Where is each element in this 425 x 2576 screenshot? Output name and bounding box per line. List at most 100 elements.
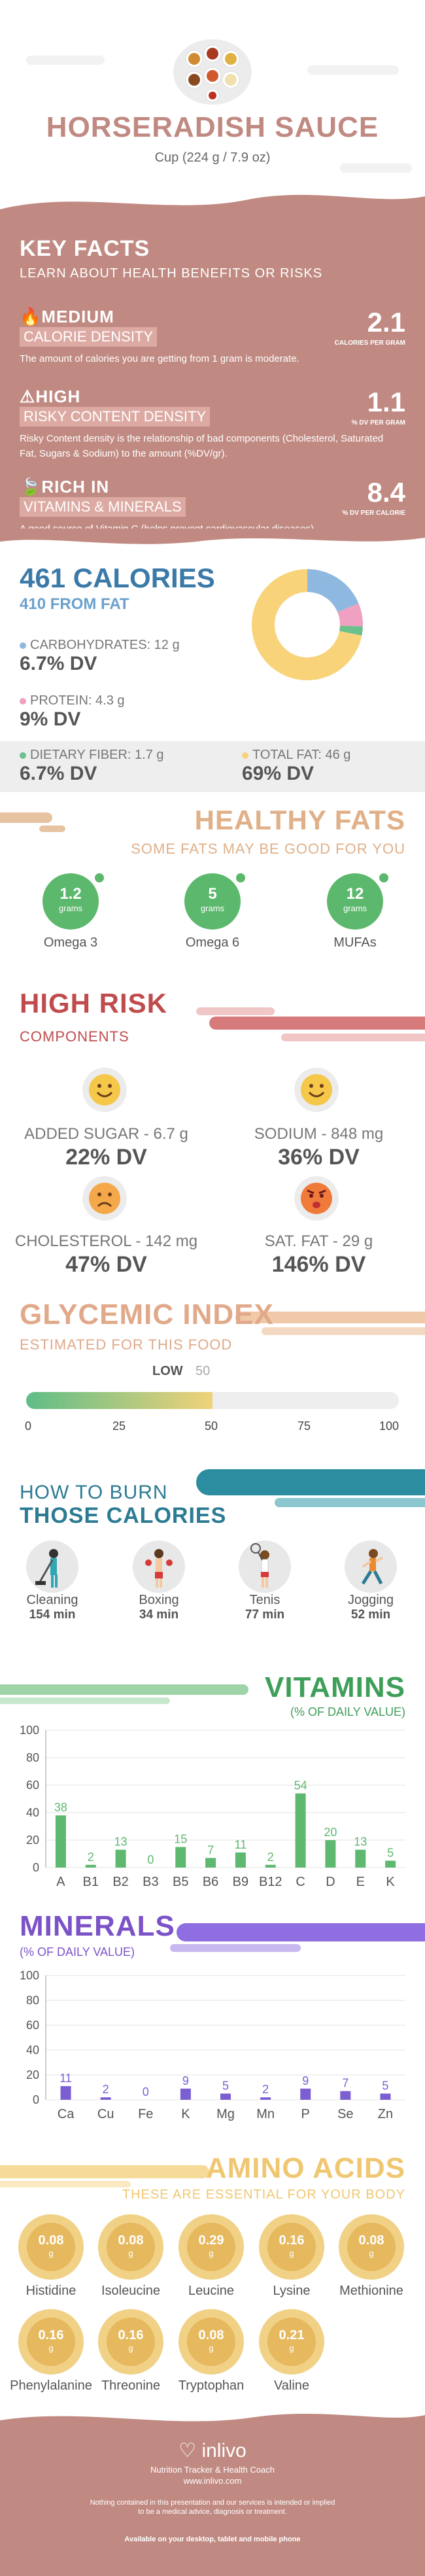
added-sugar-dv: 22% DV bbox=[65, 1145, 147, 1170]
sad-face-icon bbox=[82, 1176, 127, 1221]
cloud-decor bbox=[307, 65, 399, 75]
high-risk-subtitle: COMPONENTS bbox=[20, 1028, 129, 1045]
amino-value: 0.16 bbox=[118, 2328, 144, 2342]
calories-section: 461 CALORIES 410 FROM FAT CARBOHYDRATES:… bbox=[0, 556, 425, 798]
fact-level: MEDIUM bbox=[41, 307, 114, 326]
bar-value-label: 2 bbox=[88, 1851, 94, 1864]
happy-face-icon bbox=[294, 1068, 339, 1112]
calories-from-fat: 410 FROM FAT bbox=[20, 595, 129, 613]
amino-circle: 0.29 g bbox=[178, 2214, 244, 2280]
key-facts-section: KEY FACTS LEARN ABOUT HEALTH BENEFITS OR… bbox=[0, 190, 425, 534]
x-tick-label: K bbox=[181, 2107, 190, 2121]
bar-value-label: 38 bbox=[54, 1801, 67, 1814]
website-link[interactable]: www.inlivo.com bbox=[183, 2476, 242, 2486]
bar-D bbox=[325, 1840, 336, 1868]
protein-stat: PROTEIN: 4.3 g 9% DV bbox=[20, 693, 125, 731]
vitamins-bar-chart: 0 20 40 60 80 100 38 A 2 B1 13 B2 0 B3 15 B5 7 B6 11 B9 2 B12… bbox=[20, 1724, 405, 1889]
gi-tick: 0 bbox=[25, 1419, 32, 1433]
fact-calorie-density: 🔥MEDIUM CALORIE DENSITY 2.1 CALORIES PER… bbox=[20, 307, 405, 367]
stripe-decor bbox=[275, 1498, 425, 1507]
amino-unit: g bbox=[128, 2248, 133, 2258]
bar-value-label: 20 bbox=[324, 1826, 337, 1839]
amino-name: Tryptophan bbox=[178, 2378, 245, 2393]
stripe-decor bbox=[262, 1327, 425, 1335]
key-facts-panel: KEY FACTS LEARN ABOUT HEALTH BENEFITS OR… bbox=[0, 215, 425, 534]
amino-circle: 0.08 g bbox=[178, 2309, 244, 2375]
bar-B2 bbox=[115, 1849, 126, 1868]
activity-minutes: 77 min bbox=[245, 1608, 285, 1622]
amino-title: AMINO ACIDS bbox=[205, 2152, 405, 2184]
amino-unit: g bbox=[48, 2343, 54, 2353]
bar-value-label: 7 bbox=[207, 1843, 214, 1856]
omega6-label: Omega 6 bbox=[185, 935, 240, 950]
activity-cleaning: Cleaning 154 min bbox=[10, 1540, 95, 1622]
tagline: Nutrition Tracker & Health Coach bbox=[150, 2465, 275, 2475]
fact-label: CALORIE DENSITY bbox=[20, 327, 158, 347]
amino-unit: g bbox=[209, 2343, 214, 2353]
gi-tick: 100 bbox=[379, 1419, 400, 1433]
bar-B6 bbox=[205, 1858, 216, 1868]
x-tick-label: K bbox=[386, 1875, 395, 1889]
key-facts-subtitle: LEARN ABOUT HEALTH BENEFITS OR RISKS bbox=[20, 266, 323, 281]
bar-Se bbox=[340, 2091, 351, 2100]
gi-level: LOW bbox=[152, 1364, 183, 1378]
fact-desc: Risky Content density is the relationshi… bbox=[20, 433, 384, 459]
burn-title-2: THOSE CALORIES bbox=[20, 1503, 227, 1528]
activity-minutes: 154 min bbox=[29, 1608, 76, 1622]
x-tick-label: Zn bbox=[378, 2107, 393, 2121]
amino-value: 0.08 bbox=[38, 2233, 64, 2248]
bar-value-label: 13 bbox=[354, 1836, 367, 1849]
bar-value-label: 9 bbox=[182, 2074, 189, 2087]
bar-value-label: 15 bbox=[174, 1833, 187, 1846]
cholesterol-dv: 47% DV bbox=[65, 1252, 147, 1277]
minerals-section: MINERALS (% OF DAILY VALUE) 0 20 40 60 80 100… bbox=[0, 1910, 425, 2132]
fact-unit: % DV PER CALORIE bbox=[342, 510, 405, 517]
high-risk-title: HIGH RISK bbox=[20, 988, 168, 1018]
footer: ♡ inlivo Nutrition Tracker & Health Coac… bbox=[0, 2433, 425, 2576]
brand: ♡ inlivo bbox=[0, 2439, 425, 2462]
donut-slice-fiber bbox=[339, 625, 363, 636]
x-tick-label: P bbox=[301, 2107, 310, 2121]
bar-Mg bbox=[220, 2093, 231, 2100]
bar-Mn bbox=[260, 2097, 271, 2100]
x-tick-label: Cu bbox=[97, 2107, 114, 2121]
fact-level: RICH IN bbox=[41, 477, 110, 496]
protein-dot-icon bbox=[20, 698, 26, 705]
amino-value: 0.21 bbox=[279, 2328, 305, 2342]
fat-unit: grams bbox=[343, 903, 367, 913]
donut-slice-protein bbox=[337, 603, 363, 627]
y-tick-label: 20 bbox=[26, 2068, 39, 2081]
availability-note: Available on your desktop, tablet and mo… bbox=[124, 2535, 301, 2543]
amino-value: 0.16 bbox=[279, 2233, 305, 2248]
bar-K bbox=[385, 1860, 396, 1868]
omega3-label: Omega 3 bbox=[43, 935, 98, 950]
protein-label: PROTEIN: 4.3 g bbox=[30, 693, 125, 708]
amino-unit: g bbox=[209, 2248, 214, 2258]
y-tick-label: 0 bbox=[33, 1861, 39, 1874]
bar-value-label: 13 bbox=[114, 1836, 128, 1849]
sodium-label: SODIUM - 848 mg bbox=[254, 1125, 384, 1143]
fact-label: VITAMINS & MINERALS bbox=[20, 497, 186, 517]
y-tick-label: 80 bbox=[26, 1751, 39, 1764]
amino-value-badge: 0.29 g bbox=[187, 2223, 235, 2271]
sodium-dv: 36% DV bbox=[278, 1145, 360, 1170]
mufas-label: MUFAs bbox=[333, 935, 377, 950]
cloud-decor bbox=[340, 164, 412, 173]
bar-B9 bbox=[235, 1852, 246, 1868]
x-tick-label: C bbox=[296, 1875, 305, 1889]
carbs-dv: 6.7% DV bbox=[20, 653, 97, 674]
fiber-label: DIETARY FIBER: 1.7 g bbox=[30, 748, 164, 762]
bar-value-label: 2 bbox=[267, 1851, 274, 1864]
stripe-decor bbox=[235, 1312, 425, 1323]
bar-value-label: 0 bbox=[143, 2085, 149, 2098]
activity-jogging: Jogging 52 min bbox=[328, 1540, 413, 1622]
carbs-stat: CARBOHYDRATES: 12 g 6.7% DV bbox=[20, 638, 180, 675]
vitamins-subtitle: (% OF DAILY VALUE) bbox=[290, 1705, 405, 1718]
cloud-decor bbox=[26, 56, 105, 65]
x-tick-label: B5 bbox=[173, 1875, 188, 1889]
bar-value-label: 54 bbox=[294, 1779, 307, 1792]
x-tick-label: B9 bbox=[233, 1875, 248, 1889]
bar-value-label: 11 bbox=[60, 2072, 72, 2085]
fiber-stat: DIETARY FIBER: 1.7 g 6.7% DV bbox=[20, 748, 164, 785]
leaf-icon: 🍃 bbox=[20, 477, 42, 496]
